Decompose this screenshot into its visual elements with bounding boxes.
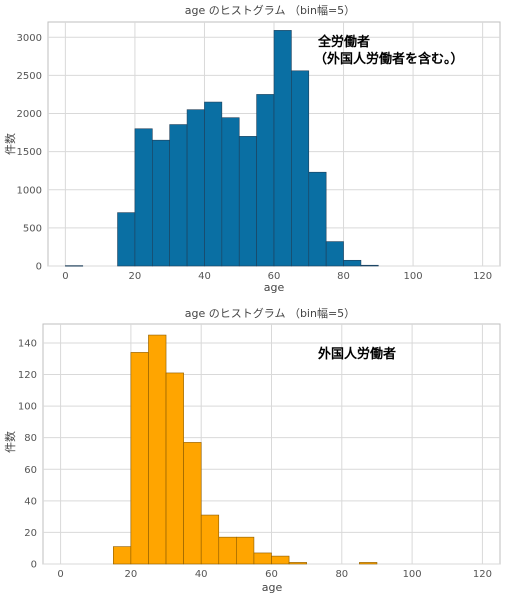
y-axis-label: 件数	[4, 431, 17, 453]
x-axis-label: age	[264, 281, 285, 294]
y-tick-label: 2000	[17, 109, 42, 120]
annotation-line-2: （外国人労働者を含む。）	[314, 51, 464, 67]
histogram-bar	[152, 139, 170, 267]
histogram-bar	[183, 442, 202, 565]
histogram-bar	[148, 334, 167, 565]
chart-title: age のヒストグラム （bin幅=5）	[185, 306, 355, 320]
y-tick-label: 0	[31, 560, 37, 571]
y-axis-label: 件数	[4, 133, 17, 155]
y-tick-label: 500	[23, 223, 42, 234]
x-tick-label: 100	[403, 569, 422, 580]
y-tick-label: 100	[18, 402, 37, 413]
y-tick-label: 60	[24, 465, 37, 476]
histogram-bar	[134, 128, 153, 267]
histogram-bar	[325, 241, 344, 267]
y-tick-label: 20	[24, 528, 37, 539]
histogram-bar	[273, 30, 292, 267]
histogram-bar	[130, 352, 149, 565]
histogram-foreign-workers: age のヒストグラム （bin幅=5） 0 20 40 60 80 100 120 0 20 4…	[4, 306, 501, 594]
histogram-all-workers: age のヒストグラム （bin幅=5） 0 20 40 60 80 100 120 0 500…	[4, 3, 501, 294]
histogram-bar	[221, 117, 240, 267]
y-tick-label: 140	[18, 338, 37, 349]
y-tick-label: 1000	[17, 185, 42, 196]
x-axis-label: age	[262, 581, 283, 594]
x-tick-label: 120	[473, 569, 492, 580]
histogram-bar	[360, 264, 379, 267]
x-tick-label: 0	[62, 271, 68, 282]
histogram-bar	[165, 372, 184, 565]
histogram-bar	[169, 124, 188, 267]
histogram-bar	[65, 265, 84, 267]
histogram-bar	[113, 546, 132, 565]
histogram-bar	[238, 136, 257, 267]
x-tick-label: 0	[57, 569, 63, 580]
histogram-bar	[236, 536, 255, 565]
chart-title: age のヒストグラム （bin幅=5）	[185, 3, 355, 17]
y-tick-label: 80	[24, 433, 37, 444]
histogram-bar	[218, 536, 237, 565]
x-tick-label: 60	[265, 569, 278, 580]
x-tick-label: 80	[335, 569, 348, 580]
x-tick-label: 40	[198, 271, 211, 282]
annotation-line-1: 全労働者	[317, 34, 370, 50]
histogram-bar	[271, 555, 290, 565]
x-tick-label: 80	[337, 271, 350, 282]
histogram-bar	[288, 562, 307, 565]
histogram-bar	[204, 101, 223, 267]
histogram-bar	[256, 94, 275, 267]
annotation-line-1: 外国人労働者	[317, 346, 396, 362]
histogram-bar	[308, 171, 327, 267]
histogram-bar	[253, 552, 272, 565]
y-tick-label: 40	[24, 496, 37, 507]
x-tick-label: 100	[404, 271, 423, 282]
y-tick-label: 3000	[17, 33, 42, 44]
histogram-bar	[200, 514, 220, 565]
x-tick-label: 120	[473, 271, 492, 282]
x-tick-label: 60	[268, 271, 281, 282]
x-tick-label: 20	[125, 569, 138, 580]
histogram-bar	[186, 109, 205, 267]
y-tick-label: 1500	[17, 147, 42, 158]
y-tick-label: 2500	[17, 71, 42, 82]
y-tick-label: 0	[36, 262, 42, 273]
histogram-bar	[343, 259, 362, 267]
histogram-bar	[117, 212, 136, 267]
x-tick-label: 20	[129, 271, 142, 282]
x-tick-label: 40	[195, 569, 208, 580]
histogram-bar	[359, 562, 378, 565]
y-tick-label: 120	[18, 370, 37, 381]
histogram-bar	[291, 70, 310, 267]
